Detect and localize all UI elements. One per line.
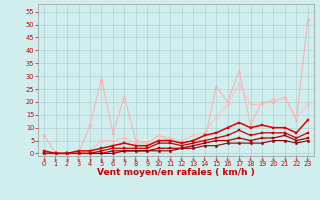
X-axis label: Vent moyen/en rafales ( km/h ): Vent moyen/en rafales ( km/h ) [97, 168, 255, 177]
